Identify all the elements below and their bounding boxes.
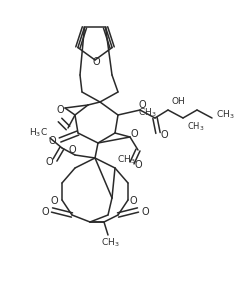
Text: O: O bbox=[48, 136, 56, 146]
Text: H$_3$C: H$_3$C bbox=[29, 127, 48, 139]
Text: O: O bbox=[50, 196, 58, 206]
Text: O: O bbox=[134, 160, 142, 170]
Text: O: O bbox=[68, 145, 76, 155]
Text: CH$_3$: CH$_3$ bbox=[216, 109, 235, 121]
Text: CH$_3$: CH$_3$ bbox=[101, 237, 119, 249]
Text: O: O bbox=[92, 57, 100, 67]
Text: CH$_3$: CH$_3$ bbox=[187, 121, 205, 133]
Text: O: O bbox=[160, 130, 168, 140]
Text: O: O bbox=[41, 207, 49, 217]
Text: CH$_3$: CH$_3$ bbox=[138, 107, 157, 119]
Text: O: O bbox=[141, 207, 149, 217]
Text: OH: OH bbox=[171, 97, 185, 107]
Text: O: O bbox=[45, 157, 53, 167]
Text: O: O bbox=[129, 196, 137, 206]
Text: O: O bbox=[130, 129, 138, 139]
Text: O: O bbox=[56, 105, 64, 115]
Text: O: O bbox=[138, 100, 146, 110]
Text: CH$_3$: CH$_3$ bbox=[117, 154, 136, 166]
